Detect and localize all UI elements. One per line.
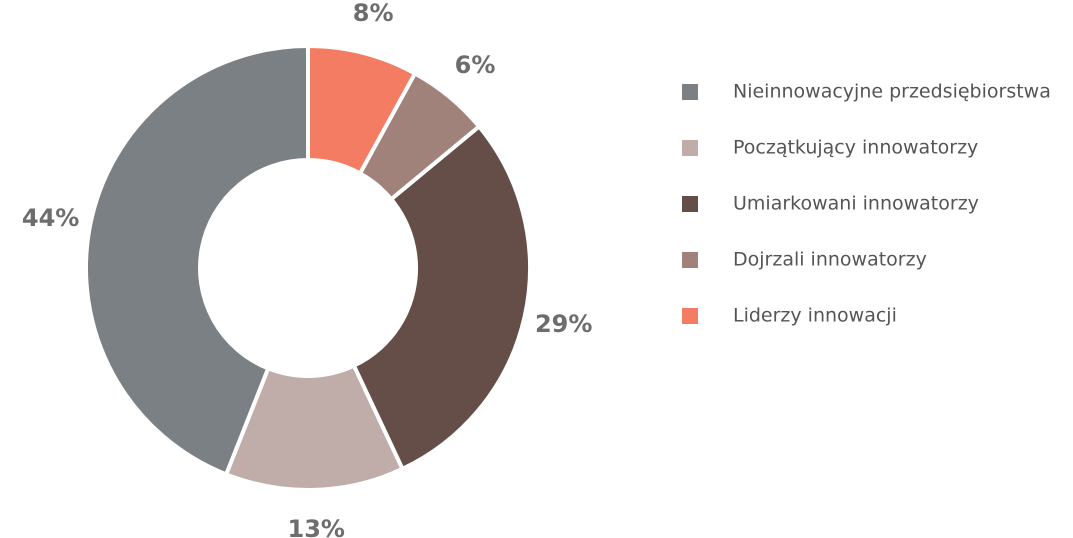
legend-swatch: [682, 140, 698, 156]
legend-swatch: [682, 308, 698, 324]
donut-segment: [306, 43, 418, 177]
legend-label: Początkujący innowatorzy: [733, 137, 978, 159]
data-label: 29%: [535, 310, 592, 338]
legend-label: Nieinnowacyjne przedsiębiorstwa: [733, 81, 1051, 103]
legend-swatch: [682, 196, 698, 212]
data-label: 8%: [353, 0, 394, 27]
legend-label: Umiarkowani innowatorzy: [733, 193, 979, 215]
legend-label: Dojrzali innowatorzy: [733, 249, 927, 271]
donut-segment: [351, 123, 532, 472]
data-label: 44%: [22, 204, 79, 232]
legend-swatch: [682, 84, 698, 100]
data-label: 6%: [455, 51, 496, 79]
legend-label: Liderzy innowacji: [733, 305, 897, 327]
data-label: 13%: [288, 515, 345, 538]
donut-segment: [84, 43, 310, 478]
legend-swatch: [682, 252, 698, 268]
